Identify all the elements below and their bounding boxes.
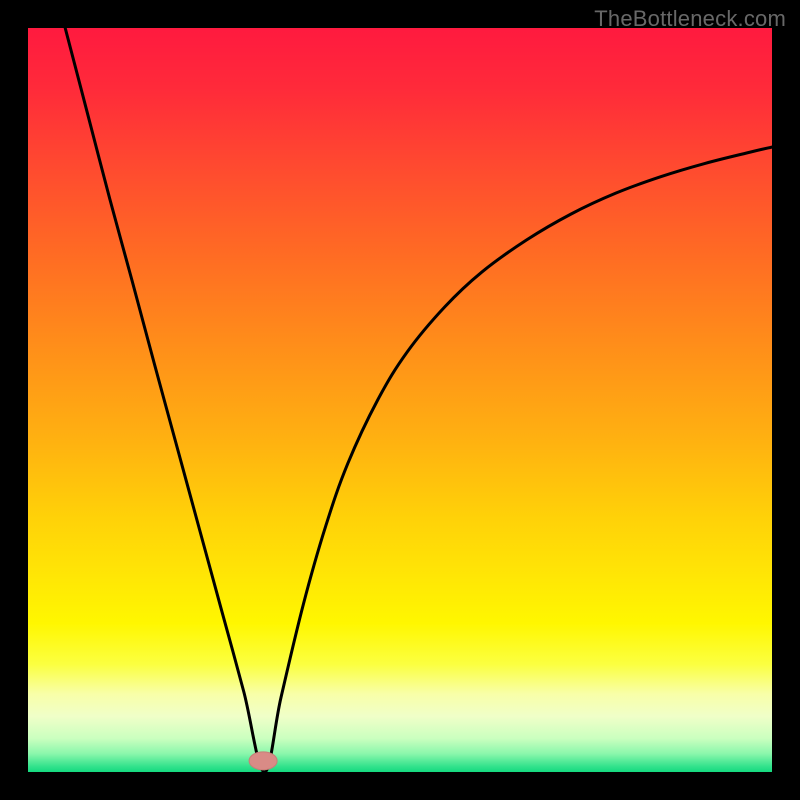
vertex-marker — [249, 752, 277, 770]
plot-svg — [28, 28, 772, 772]
chart-frame: TheBottleneck.com — [0, 0, 800, 800]
watermark-text: TheBottleneck.com — [594, 6, 786, 32]
gradient-background — [28, 28, 772, 772]
plot-area — [28, 28, 772, 772]
